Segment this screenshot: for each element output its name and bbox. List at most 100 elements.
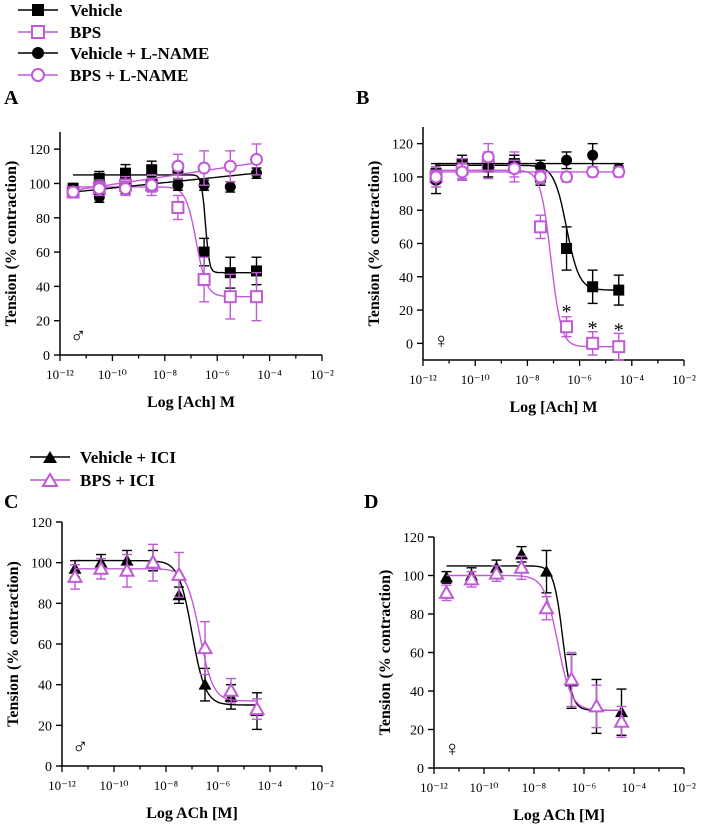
- y-tick-label: 0: [417, 762, 424, 777]
- x-tick-label: 10⁻⁶: [205, 367, 229, 382]
- data-point: [225, 684, 238, 696]
- legend-bottom: Vehicle + ICI BPS + ICI: [30, 448, 176, 490]
- x-tick-label: 10⁻¹²: [420, 780, 448, 795]
- y-tick-label: 40: [38, 679, 52, 694]
- data-point: [146, 164, 157, 175]
- y-axis-title: Tension (% contraction): [366, 161, 383, 327]
- x-tick-label: 10⁻⁸: [153, 367, 178, 382]
- x-tick-label: 10⁻¹⁰: [100, 778, 129, 793]
- data-point: [590, 700, 603, 712]
- x-axis-title: Log ACh [M]: [146, 805, 238, 822]
- data-point: [431, 171, 442, 182]
- legend-item-bps-lname: BPS + L-NAME: [18, 66, 188, 85]
- y-tick-label: 120: [31, 516, 52, 531]
- y-tick-label: 100: [403, 570, 424, 585]
- legend-label: Vehicle: [70, 1, 123, 20]
- data-point: [540, 602, 553, 614]
- panel-c: C02040608010012010⁻¹² 10⁻¹⁰ 10⁻⁸ 10⁻⁶ 10⁻⁴ 10…: [4, 491, 334, 822]
- y-tick-label: 120: [403, 531, 424, 546]
- data-point: [225, 161, 236, 172]
- x-tick-label: 10⁻⁶: [567, 372, 591, 387]
- y-tick-label: 60: [399, 238, 413, 253]
- series-bps-ici: [440, 556, 628, 737]
- fit-curve: [75, 569, 257, 701]
- data-point: [613, 285, 624, 296]
- y-tick-label: 100: [31, 557, 52, 572]
- x-tick-label: 10⁻²: [310, 778, 334, 793]
- data-point: [94, 183, 105, 194]
- data-point: [565, 673, 578, 685]
- data-point: [199, 678, 212, 690]
- x-tick-label: 10⁻²: [672, 780, 696, 795]
- x-tick-label: 10⁻²: [310, 367, 334, 382]
- y-tick-label: 80: [36, 212, 50, 227]
- data-point: [172, 180, 183, 191]
- data-point: [587, 166, 598, 177]
- y-tick-label: 40: [36, 280, 50, 295]
- x-tick-label: 10⁻⁴: [258, 778, 283, 793]
- panel-b: B 0 20 40 60 80 100 120 10⁻¹² 10⁻¹⁰ 10⁻⁸ 10⁻⁶ 10⁻⁴ 10…: [356, 87, 696, 416]
- data-point: [457, 166, 468, 177]
- data-point: [225, 181, 236, 192]
- data-point: [509, 163, 520, 174]
- panel-letter: A: [4, 87, 19, 109]
- legend-item-vehicle-lname: Vehicle + L-NAME: [18, 44, 209, 63]
- data-point: [225, 291, 236, 302]
- y-tick-label: 20: [36, 315, 50, 330]
- data-point: [587, 281, 598, 292]
- panel-a: A02040608010012010⁻¹² 10⁻¹⁰ 10⁻⁸ 10⁻⁶ 10⁻⁴ 10…: [3, 87, 334, 411]
- series-bps-ici: [69, 544, 264, 719]
- data-point: [490, 567, 503, 579]
- y-tick-label: 40: [399, 271, 413, 286]
- x-tick-label: 10⁻¹²: [48, 778, 76, 793]
- y-tick-label: 120: [392, 138, 413, 153]
- data-point: [587, 150, 598, 161]
- data-point: [251, 703, 264, 715]
- data-point: [535, 221, 546, 232]
- legend-label: BPS + L-NAME: [70, 66, 188, 85]
- y-axis-title: Tension (% contraction): [5, 561, 22, 727]
- y-axis-title: Tension (% contraction): [3, 161, 20, 327]
- data-point: [172, 161, 183, 172]
- x-axis-title: Log [Ach] M: [147, 394, 235, 411]
- y-tick-label: 100: [29, 177, 50, 192]
- y-tick-label: 100: [392, 171, 413, 186]
- data-point: [172, 202, 183, 213]
- fit-curve: [75, 561, 257, 705]
- fit-curve: [447, 576, 622, 711]
- x-tick-label: 10⁻¹⁰: [470, 780, 499, 795]
- data-point: [561, 171, 572, 182]
- legend-top: Vehicle BPS Vehicle + L-NAME BPS + L-NAM…: [18, 1, 209, 85]
- data-point: [561, 155, 572, 166]
- legend-item-bps-ici: BPS + ICI: [30, 471, 155, 490]
- x-tick-label: 10⁻²: [672, 372, 696, 387]
- data-point: [251, 291, 262, 302]
- data-point: [561, 243, 572, 254]
- sex-symbol: ♀: [444, 736, 461, 761]
- data-point: [251, 154, 262, 165]
- data-point: [199, 163, 210, 174]
- data-point: [146, 180, 157, 191]
- x-tick-label: 10⁻⁴: [622, 780, 647, 795]
- x-tick-label: 10⁻¹²: [46, 367, 74, 382]
- data-point: [120, 183, 131, 194]
- sex-symbol: ♀: [433, 328, 450, 353]
- data-point: [440, 586, 453, 598]
- y-tick-label: 120: [29, 143, 50, 158]
- y-tick-label: 20: [38, 719, 52, 734]
- panel-d: D 0 20 40 60 80 100 120 10⁻¹² 10⁻¹⁰ 10⁻⁸ 10⁻⁶ 10⁻⁴ 10…: [364, 491, 696, 824]
- y-tick-label: 80: [38, 597, 52, 612]
- data-point: [68, 187, 79, 198]
- y-tick-label: 60: [410, 647, 424, 662]
- figure: Vehicle BPS Vehicle + L-NAME BPS + L-NAM…: [0, 0, 706, 838]
- x-tick-label: 10⁻⁴: [257, 367, 282, 382]
- x-tick-label: 10⁻⁶: [572, 780, 596, 795]
- legend-label: BPS: [70, 23, 101, 42]
- significance-asterisk: *: [614, 319, 624, 341]
- data-point: [515, 561, 528, 573]
- data-point: [199, 274, 210, 285]
- fit-curve: [436, 165, 619, 290]
- data-point: [613, 341, 624, 352]
- x-tick-label: 10⁻¹⁰: [98, 367, 127, 382]
- data-point: [613, 166, 624, 177]
